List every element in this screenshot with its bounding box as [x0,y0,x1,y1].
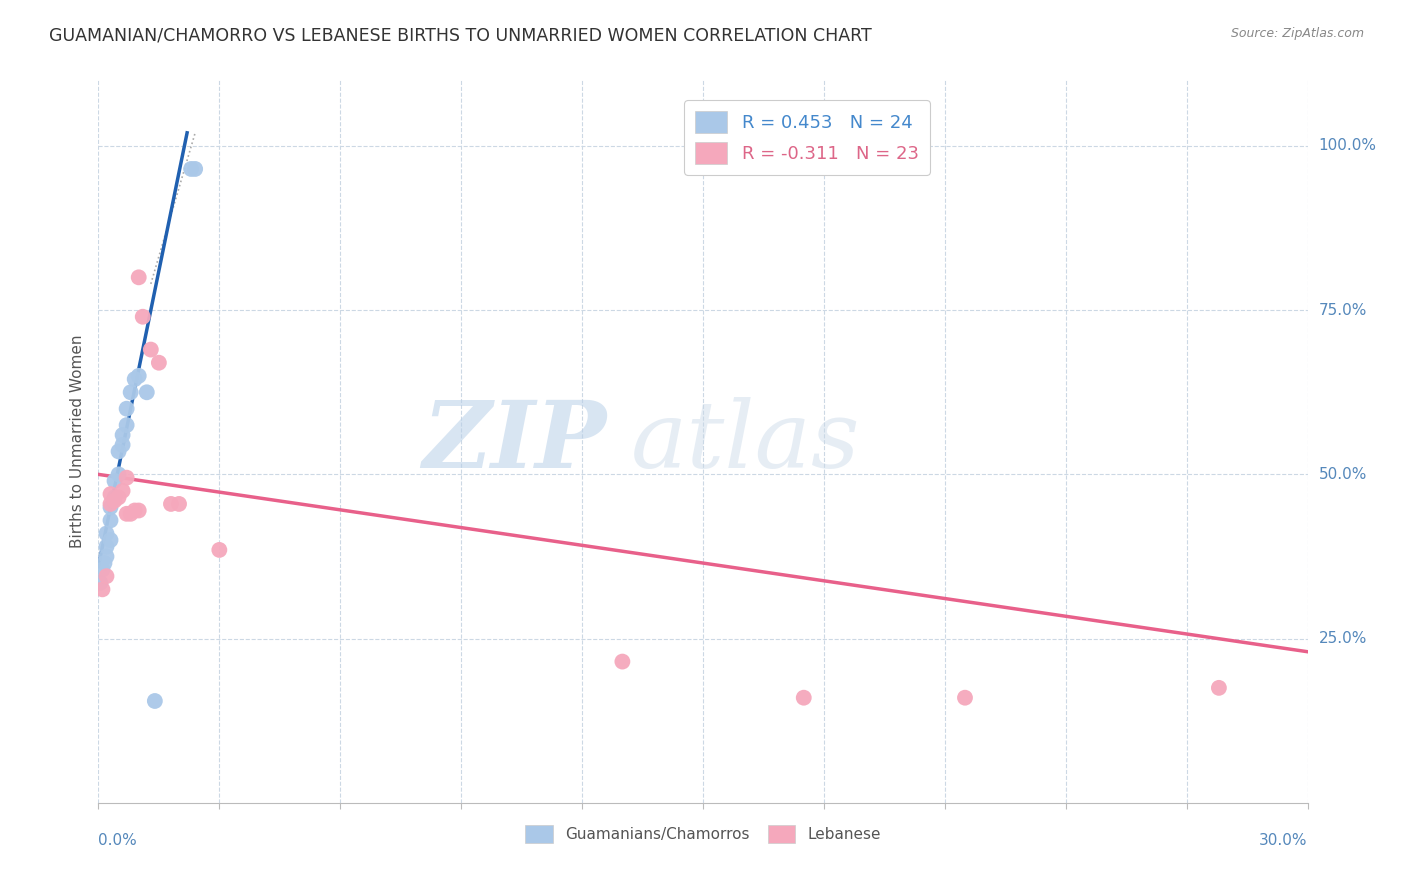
Point [115,507,138,521]
Point [111,438,134,452]
Point [96,569,118,583]
Point [128,503,150,517]
Text: 0.0%: 0.0% [98,833,138,848]
Point [208,542,231,557]
Point [89,575,111,590]
Point [160,497,183,511]
Point [100,500,122,515]
Point [111,428,134,442]
Point [180,161,202,176]
Point [167,497,190,511]
Point [103,493,125,508]
Point [111,483,134,498]
Text: 30.0%: 30.0% [1260,833,1308,848]
Text: 100.0%: 100.0% [1319,138,1376,153]
Y-axis label: Births to Unmarried Women: Births to Unmarried Women [69,334,84,549]
Point [100,497,122,511]
Point [107,467,129,482]
Legend: Guamanians/Chamorros, Lebanese: Guamanians/Chamorros, Lebanese [519,819,887,849]
Point [115,401,138,416]
Point [143,694,166,708]
Text: GUAMANIAN/CHAMORRO VS LEBANESE BIRTHS TO UNMARRIED WOMEN CORRELATION CHART: GUAMANIAN/CHAMORRO VS LEBANESE BIRTHS TO… [49,27,872,45]
Point [96,549,118,564]
Point [103,491,125,505]
Point [793,690,815,705]
Point [124,372,146,386]
Point [135,385,157,400]
Point [100,487,122,501]
Point [93,556,115,570]
Point [100,513,122,527]
Point [132,310,155,324]
Point [107,491,129,505]
Point [96,526,118,541]
Point [1208,681,1230,695]
Point [128,368,150,383]
Point [91,563,114,577]
Point [115,418,138,433]
Point [124,503,146,517]
Text: Source: ZipAtlas.com: Source: ZipAtlas.com [1230,27,1364,40]
Point [96,540,118,554]
Text: 50.0%: 50.0% [1319,467,1367,482]
Point [100,533,122,547]
Point [184,161,207,176]
Text: ZIP: ZIP [422,397,606,486]
Text: 25.0%: 25.0% [1319,632,1367,646]
Point [120,385,142,400]
Point [953,690,976,705]
Point [91,582,114,597]
Point [120,507,142,521]
Point [612,655,634,669]
Point [128,270,150,285]
Point [115,471,138,485]
Point [103,474,125,488]
Point [107,444,129,458]
Text: atlas: atlas [630,397,860,486]
Point [148,356,170,370]
Text: 75.0%: 75.0% [1319,302,1367,318]
Point [139,343,162,357]
